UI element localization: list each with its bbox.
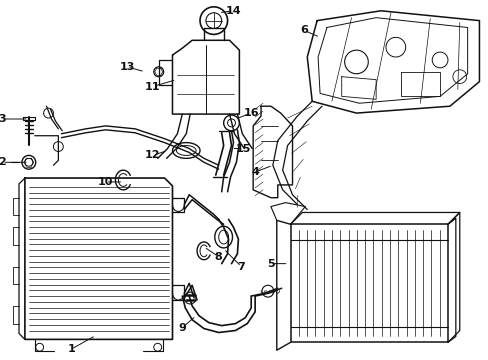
Text: 16: 16 bbox=[243, 108, 259, 118]
Text: 10: 10 bbox=[98, 177, 113, 187]
Text: 4: 4 bbox=[251, 167, 259, 177]
Text: 15: 15 bbox=[235, 144, 250, 153]
Text: 13: 13 bbox=[119, 62, 135, 72]
Text: 8: 8 bbox=[214, 252, 222, 262]
Text: 6: 6 bbox=[300, 26, 307, 35]
Text: 2: 2 bbox=[0, 157, 6, 167]
Text: 14: 14 bbox=[225, 6, 241, 16]
Text: 5: 5 bbox=[266, 258, 274, 269]
Text: 3: 3 bbox=[0, 114, 6, 124]
Text: 1: 1 bbox=[67, 344, 75, 354]
Text: 12: 12 bbox=[145, 150, 160, 161]
Text: 11: 11 bbox=[145, 81, 160, 91]
Text: 9: 9 bbox=[178, 323, 186, 333]
Text: 7: 7 bbox=[237, 262, 244, 271]
